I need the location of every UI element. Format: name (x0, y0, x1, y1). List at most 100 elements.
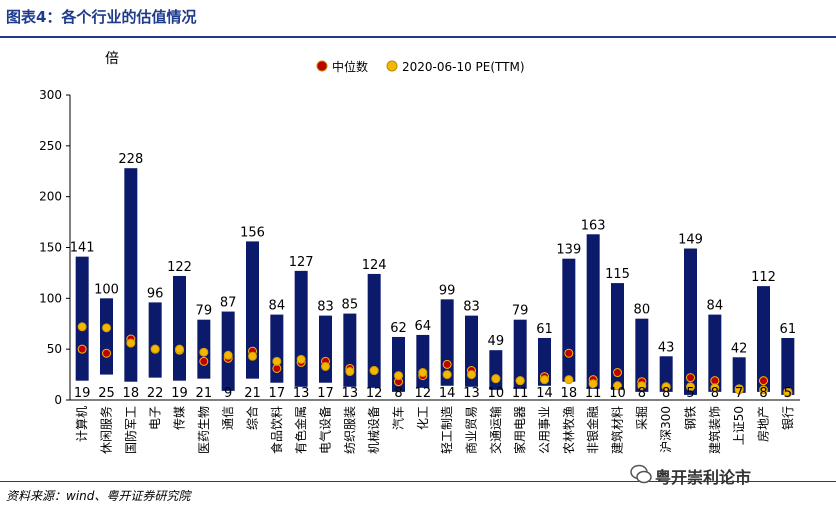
low-value-label: 13 (463, 386, 480, 401)
current-pe-marker (467, 370, 476, 380)
low-value-label: 14 (536, 386, 553, 401)
current-pe-marker (199, 347, 209, 357)
current-pe-marker (515, 376, 525, 386)
x-tick-label: 银行 (781, 406, 795, 430)
high-value-label: 87 (220, 296, 237, 311)
x-tick-label: 建筑材料 (610, 406, 625, 454)
current-pe-marker (394, 371, 403, 381)
high-value-label: 64 (415, 319, 432, 334)
high-value-label: 84 (707, 299, 724, 314)
range-bar (611, 283, 624, 390)
x-tick-label: 电子 (148, 406, 162, 430)
x-tick-label: 家用电器 (512, 406, 527, 454)
high-value-label: 85 (342, 298, 359, 313)
x-tick-label: 轻工制造 (440, 406, 454, 454)
range-bar (100, 298, 113, 375)
high-value-label: 61 (780, 322, 797, 337)
current-pe-marker (661, 382, 671, 392)
low-value-label: 18 (561, 386, 578, 401)
y-axis-unit: 倍 (105, 51, 119, 67)
high-value-label: 163 (581, 218, 606, 233)
x-tick-label: 有色金属 (293, 406, 308, 454)
low-value-label: 8 (638, 386, 646, 401)
low-value-label: 13 (342, 386, 359, 401)
median-marker (564, 348, 574, 358)
x-tick-label: 电气设备 (318, 406, 333, 454)
x-tick-label: 建筑装饰 (707, 406, 722, 454)
x-tick-label: 国防军工 (123, 406, 138, 454)
range-bar (684, 248, 697, 395)
x-tick-label: 钢铁 (684, 406, 698, 430)
high-value-label: 115 (605, 267, 630, 282)
low-value-label: 8 (711, 386, 719, 401)
low-value-label: 19 (171, 386, 188, 401)
low-value-label: 8 (394, 386, 402, 401)
current-pe-marker (369, 366, 379, 376)
legend-marker-median (316, 60, 328, 72)
median-marker (759, 376, 768, 386)
low-value-label: 21 (196, 386, 213, 401)
watermark: 粤开崇利论市 (655, 468, 752, 487)
range-bar (635, 318, 649, 392)
low-value-label: 5 (686, 386, 694, 401)
median-marker (442, 359, 452, 369)
range-bar (586, 234, 600, 389)
median-marker (102, 348, 111, 358)
x-tick-label: 公用事业 (538, 406, 552, 454)
current-pe-marker (272, 356, 282, 366)
current-pe-marker (126, 338, 136, 348)
current-pe-marker (102, 323, 111, 333)
high-value-label: 141 (70, 241, 95, 256)
current-pe-marker (248, 351, 257, 361)
current-pe-marker (491, 374, 501, 384)
high-value-label: 100 (94, 282, 119, 297)
high-value-label: 43 (658, 340, 675, 355)
range-bar (489, 350, 503, 390)
low-value-label: 8 (662, 386, 670, 401)
range-bar (294, 270, 308, 387)
current-pe-marker (637, 381, 647, 391)
y-tick-label: 0 (54, 393, 62, 407)
high-value-label: 112 (751, 270, 776, 285)
current-pe-marker (686, 382, 695, 392)
x-tick-label: 采掘 (634, 406, 649, 430)
high-value-label: 80 (634, 303, 651, 318)
high-value-label: 62 (390, 321, 407, 336)
wechat-icon (630, 464, 652, 484)
high-value-label: 83 (317, 300, 334, 315)
high-value-label: 156 (240, 225, 265, 240)
x-tick-label: 汽车 (391, 406, 406, 430)
range-bar (367, 273, 381, 388)
low-value-label: 22 (147, 386, 164, 401)
footer-rule (0, 481, 836, 482)
range-bar (124, 168, 138, 382)
low-value-label: 9 (224, 386, 232, 401)
high-value-label: 79 (196, 304, 213, 319)
x-tick-label: 传媒 (172, 406, 187, 430)
title-rule (0, 36, 836, 38)
x-tick-label: 商业贸易 (464, 406, 479, 454)
y-tick-label: 200 (39, 190, 62, 204)
high-value-label: 149 (678, 233, 703, 248)
current-pe-marker (540, 375, 549, 385)
high-value-label: 42 (731, 341, 748, 356)
current-pe-marker (613, 381, 622, 391)
x-tick-label: 综合 (245, 406, 260, 430)
range-bar (246, 241, 259, 379)
low-value-label: 14 (439, 386, 456, 401)
low-value-label: 18 (123, 386, 140, 401)
x-tick-label: 上证50 (732, 406, 746, 445)
range-bar (708, 314, 722, 392)
low-value-label: 7 (735, 386, 743, 401)
low-value-label: 8 (759, 386, 767, 401)
source-note: 资料来源：wind、粤开证券研究院 (6, 489, 191, 503)
median-marker (686, 373, 695, 383)
range-bar (732, 357, 746, 393)
high-value-label: 122 (167, 260, 192, 275)
current-pe-marker (296, 354, 306, 364)
high-value-label: 99 (439, 283, 456, 298)
current-pe-marker (175, 344, 184, 354)
current-pe-marker (150, 344, 160, 354)
low-value-label: 17 (317, 386, 334, 401)
low-value-label: 11 (512, 386, 529, 401)
